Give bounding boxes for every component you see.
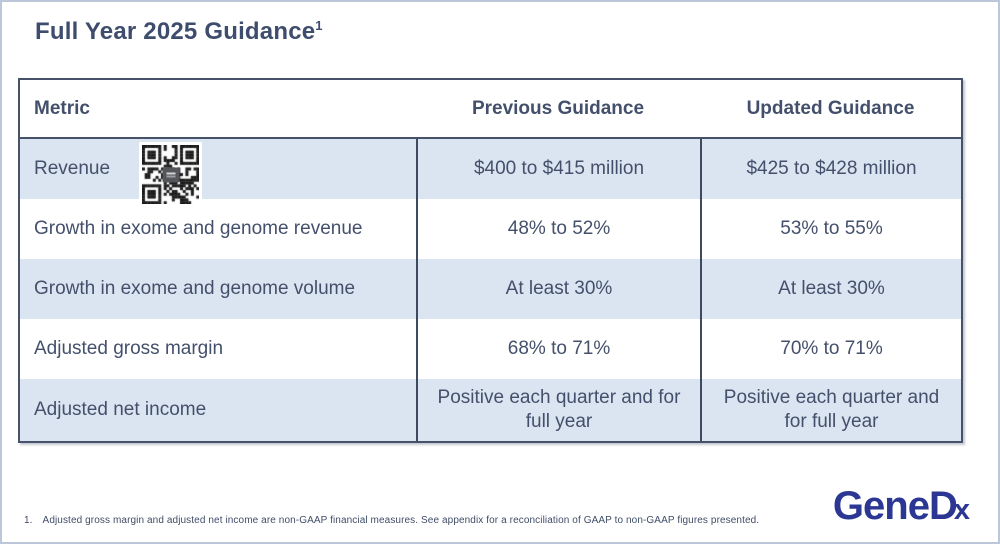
table-row-exome-genome-revenue: Growth in exome and genome revenue 48% t…: [20, 199, 961, 259]
updated-guidance-cell: 53% to 55%: [700, 199, 961, 259]
table-row-exome-genome-volume: Growth in exome and genome volume At lea…: [20, 259, 961, 319]
genedx-logo: GeneDx: [833, 486, 970, 526]
updated-guidance-cell: $425 to $428 million: [700, 139, 961, 199]
column-header-updated-guidance: Updated Guidance: [746, 97, 915, 119]
qr-center-logo: [162, 167, 179, 182]
page-title-text: Full Year 2025 Guidance: [35, 18, 316, 45]
metric-cell: Adjusted gross margin: [34, 338, 224, 360]
metric-cell: Growth in exome and genome revenue: [34, 218, 363, 240]
previous-guidance-cell: 48% to 52%: [416, 199, 700, 259]
previous-guidance-cell: Positive each quarter and for full year: [416, 379, 700, 441]
footnote-text: Adjusted gross margin and adjusted net i…: [42, 515, 760, 526]
previous-guidance-cell: At least 30%: [416, 259, 700, 319]
column-header-metric: Metric: [34, 97, 90, 119]
metric-cell: Growth in exome and genome volume: [34, 278, 356, 300]
logo-gene: Gene: [832, 484, 930, 528]
updated-guidance-cell: Positive each quarter and for full year: [700, 379, 961, 441]
footnote: 1. Adjusted gross margin and adjusted net…: [24, 515, 759, 526]
title-footnote-marker: 1: [315, 18, 323, 33]
updated-guidance-cell: 70% to 71%: [700, 319, 961, 379]
footnote-number: 1.: [24, 515, 33, 526]
table-row-adjusted-net-income: Adjusted net income Positive each quarte…: [20, 379, 961, 441]
column-header-previous-guidance: Previous Guidance: [471, 97, 645, 119]
table-header-row: Metric Previous Guidance Updated Guidanc…: [20, 80, 961, 139]
table-row-adjusted-gross-margin: Adjusted gross margin 68% to 71% 70% to …: [20, 319, 961, 379]
logo-x: x: [953, 494, 970, 526]
logo-d: D: [928, 484, 958, 528]
guidance-table: Metric Previous Guidance Updated Guidanc…: [18, 78, 963, 443]
updated-guidance-cell: At least 30%: [700, 259, 961, 319]
page-title: Full Year 2025 Guidance1: [35, 18, 323, 46]
previous-guidance-cell: 68% to 71%: [416, 319, 700, 379]
metric-cell: Adjusted net income: [34, 399, 207, 421]
previous-guidance-cell: $400 to $415 million: [416, 139, 700, 199]
qr-code-icon: [139, 142, 202, 207]
metric-cell: Revenue: [34, 158, 111, 180]
